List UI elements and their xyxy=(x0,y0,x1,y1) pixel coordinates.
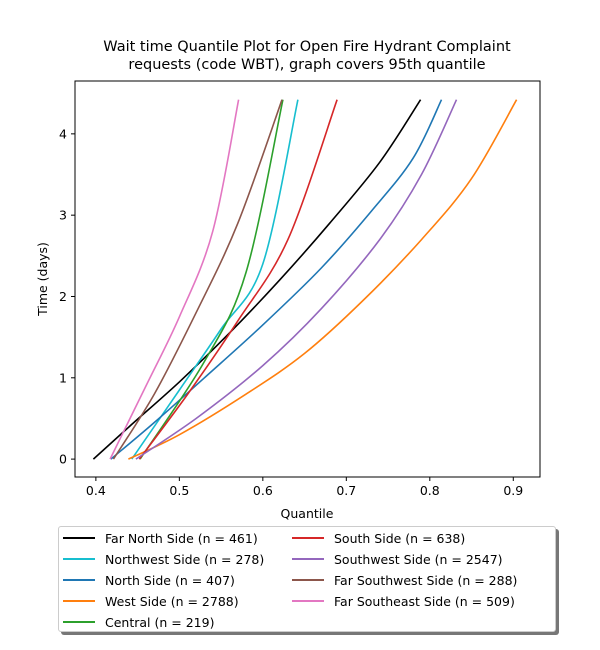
legend-label: Far Southwest Side (n = 288) xyxy=(334,572,518,588)
series-line-3 xyxy=(128,99,518,460)
legend-swatch xyxy=(292,558,324,560)
legend-label: Northwest Side (n = 278) xyxy=(105,551,265,567)
legend-swatch xyxy=(63,600,95,602)
x-tick-label: 0.8 xyxy=(420,483,440,498)
y-ticks: 0 1 2 3 4 xyxy=(59,126,75,467)
legend-label: Southwest Side (n = 2547) xyxy=(334,551,503,567)
y-tick-label: 4 xyxy=(59,126,67,141)
x-tick-label: 0.7 xyxy=(336,483,356,498)
legend-item: Far Southwest Side (n = 288) xyxy=(292,570,517,590)
series-line-8 xyxy=(109,99,240,460)
series-layer xyxy=(92,99,518,460)
legend-item: North Side (n = 407) xyxy=(63,570,235,590)
series-line-2 xyxy=(110,99,443,460)
x-tick-label: 0.5 xyxy=(169,483,189,498)
y-axis-label: Time (days) xyxy=(35,242,50,317)
legend-swatch xyxy=(63,537,95,539)
legend-label: Central (n = 219) xyxy=(105,614,215,630)
x-tick-label: 0.9 xyxy=(503,483,523,498)
legend-swatch xyxy=(63,558,95,560)
chart-title-line-2: requests (code WBT), graph covers 95th q… xyxy=(128,57,485,73)
legend-label: South Side (n = 638) xyxy=(334,530,466,546)
legend-item: Far North Side (n = 461) xyxy=(63,528,258,548)
x-axis-label: Quantile xyxy=(281,506,334,521)
legend-item: South Side (n = 638) xyxy=(292,528,465,548)
y-tick-label: 2 xyxy=(59,289,67,304)
legend-swatch xyxy=(292,579,324,581)
x-ticks: 0.4 0.5 0.6 0.7 0.8 0.9 xyxy=(86,477,523,498)
legend-label: Far Southeast Side (n = 509) xyxy=(334,593,515,609)
legend-item: Far Southeast Side (n = 509) xyxy=(292,591,515,611)
legend-item: West Side (n = 2788) xyxy=(63,591,239,611)
series-line-4 xyxy=(139,99,284,460)
x-tick-label: 0.4 xyxy=(86,483,106,498)
x-tick-label: 0.6 xyxy=(253,483,273,498)
y-tick-label: 1 xyxy=(59,370,67,385)
legend-swatch xyxy=(63,579,95,581)
series-line-0 xyxy=(92,99,422,460)
series-line-5 xyxy=(138,99,338,460)
plot-frame xyxy=(74,80,541,478)
legend-item: Southwest Side (n = 2547) xyxy=(292,549,503,569)
y-tick-label: 3 xyxy=(59,208,67,223)
legend-swatch xyxy=(292,600,324,602)
legend-swatch xyxy=(292,537,324,539)
chart-title-line-1: Wait time Quantile Plot for Open Fire Hy… xyxy=(103,39,511,55)
legend-label: North Side (n = 407) xyxy=(105,572,235,588)
legend-item: Northwest Side (n = 278) xyxy=(63,549,264,569)
legend-label: Far North Side (n = 461) xyxy=(105,530,258,546)
legend: Far North Side (n = 461) Northwest Side (… xyxy=(58,526,556,632)
y-tick-label: 0 xyxy=(59,452,67,467)
legend-item: Central (n = 219) xyxy=(63,612,214,632)
series-line-7 xyxy=(112,99,283,460)
legend-swatch xyxy=(63,621,95,623)
series-line-6 xyxy=(135,99,458,460)
legend-label: West Side (n = 2788) xyxy=(105,593,239,609)
